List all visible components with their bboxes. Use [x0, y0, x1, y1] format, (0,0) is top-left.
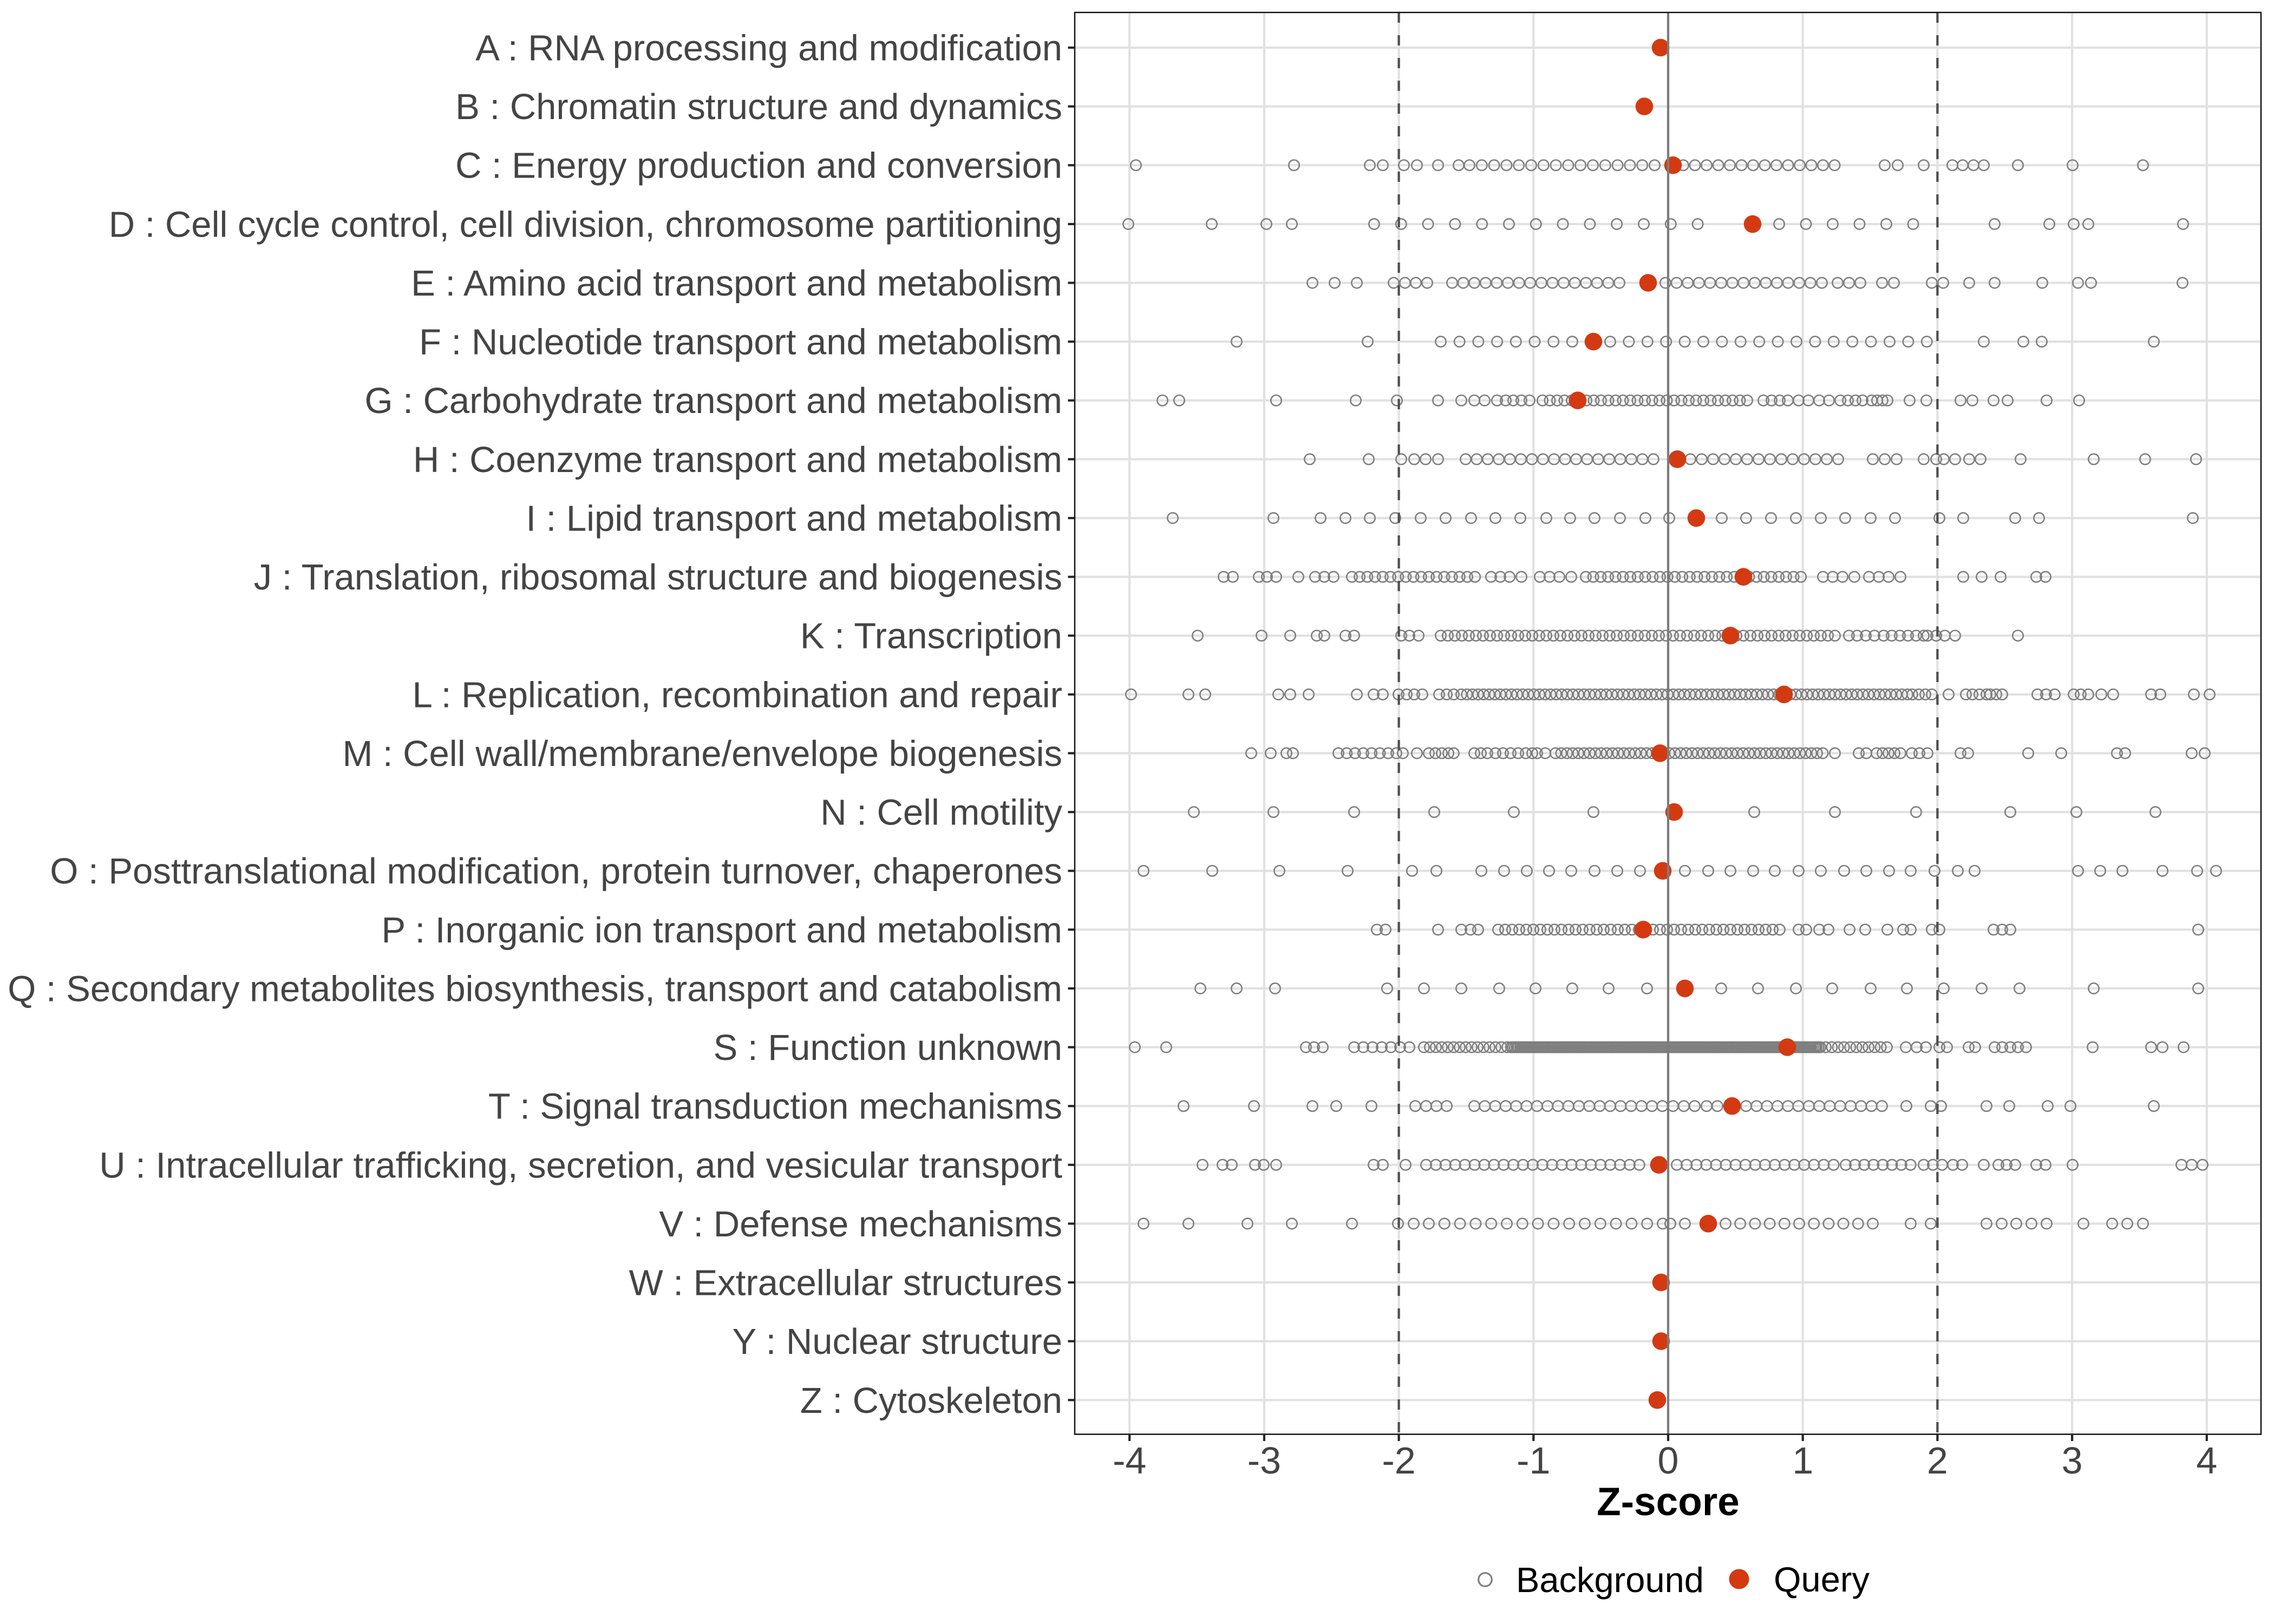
- svg-text:C : Energy production and conv: C : Energy production and conversion: [455, 146, 1062, 186]
- svg-text:0: 0: [1658, 1439, 1679, 1482]
- svg-text:P : Inorganic ion transport an: P : Inorganic ion transport and metaboli…: [381, 910, 1062, 951]
- svg-text:-4: -4: [1113, 1439, 1146, 1482]
- svg-text:L : Replication, recombination: L : Replication, recombination and repai…: [413, 675, 1062, 715]
- svg-text:O : Posttranslational modifica: O : Posttranslational modification, prot…: [50, 851, 1062, 892]
- svg-text:Query: Query: [1774, 1560, 1870, 1599]
- svg-text:F : Nucleotide transport and m: F : Nucleotide transport and metabolism: [419, 322, 1062, 363]
- svg-text:I : Lipid transport and metabo: I : Lipid transport and metabolism: [526, 499, 1062, 539]
- svg-text:S : Function unknown: S : Function unknown: [714, 1027, 1062, 1068]
- svg-text:A : RNA processing and modific: A : RNA processing and modification: [475, 28, 1062, 69]
- svg-text:Z : Cytoskeleton: Z : Cytoskeleton: [800, 1380, 1062, 1421]
- svg-text:E : Amino acid transport and m: E : Amino acid transport and metabolism: [411, 263, 1062, 304]
- svg-text:W : Extracellular structures: W : Extracellular structures: [629, 1263, 1062, 1304]
- svg-text:T : Signal transduction mechan: T : Signal transduction mechanisms: [488, 1086, 1062, 1127]
- svg-text:1: 1: [1792, 1439, 1813, 1482]
- svg-text:4: 4: [2196, 1439, 2217, 1482]
- svg-text:-2: -2: [1382, 1439, 1415, 1482]
- svg-text:-3: -3: [1247, 1439, 1281, 1482]
- svg-text:Background: Background: [1516, 1560, 1704, 1600]
- svg-text:M : Cell wall/membrane/envelop: M : Cell wall/membrane/envelope biogenes…: [343, 734, 1063, 774]
- svg-text:V : Defense mechanisms: V : Defense mechanisms: [659, 1204, 1062, 1245]
- svg-text:U : Intracellular trafficking,: U : Intracellular trafficking, secretion…: [99, 1145, 1062, 1186]
- svg-text:H : Coenzyme transport and met: H : Coenzyme transport and metabolism: [413, 440, 1062, 480]
- svg-text:Z-score: Z-score: [1597, 1480, 1740, 1524]
- svg-text:3: 3: [2062, 1439, 2083, 1482]
- svg-text:Y : Nuclear structure: Y : Nuclear structure: [733, 1321, 1062, 1362]
- svg-text:Q : Secondary metabolites bios: Q : Secondary metabolites biosynthesis, …: [8, 968, 1062, 1009]
- svg-text:N : Cell motility: N : Cell motility: [820, 793, 1062, 833]
- svg-text:K : Transcription: K : Transcription: [800, 616, 1062, 657]
- svg-text:2: 2: [1927, 1439, 1948, 1482]
- svg-text:G : Carbohydrate transport and: G : Carbohydrate transport and metabolis…: [364, 381, 1062, 421]
- svg-text:B : Chromatin structure and dy: B : Chromatin structure and dynamics: [455, 87, 1062, 127]
- svg-text:D : Cell cycle control, cell d: D : Cell cycle control, cell division, c…: [109, 204, 1062, 245]
- svg-text:-1: -1: [1517, 1439, 1550, 1482]
- svg-text:J : Translation, ribosomal str: J : Translation, ribosomal structure and…: [254, 557, 1062, 598]
